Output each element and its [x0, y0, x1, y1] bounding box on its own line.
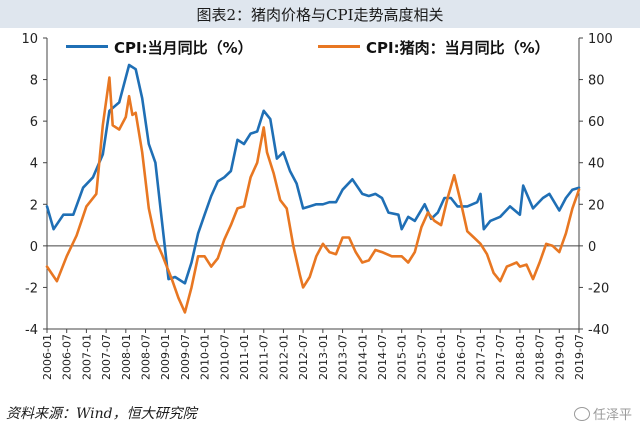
- x-tick-label: 2011-01: [238, 334, 251, 380]
- x-tick-label: 2008-07: [140, 334, 153, 380]
- y-left-tick-label: -4: [25, 323, 38, 338]
- x-tick-label: 2008-01: [120, 334, 133, 380]
- weibo-icon: [573, 407, 590, 421]
- x-tick-label: 2012-07: [297, 334, 310, 380]
- y-left-tick-label: -2: [25, 281, 38, 296]
- x-tick-label: 2018-01: [514, 334, 527, 380]
- x-tick-label: 2009-07: [179, 334, 192, 380]
- x-tick-label: 2012-01: [277, 334, 290, 380]
- x-tick-label: 2010-01: [199, 334, 212, 380]
- legend-label-cpi: CPI:当月同比（%）: [114, 39, 253, 57]
- legend-label-pork: CPI:猪肉：当月同比（%）: [366, 39, 550, 57]
- y-right-tick-label: 0: [588, 240, 596, 255]
- watermark: 任泽平: [573, 404, 632, 423]
- x-tick-label: 2014-07: [376, 334, 389, 380]
- x-tick-label: 2006-01: [41, 334, 54, 380]
- y-left-tick-label: 0: [30, 240, 38, 255]
- y-right-tick-label: 60: [588, 115, 605, 130]
- legend-swatch-cpi: [66, 45, 108, 48]
- y-right-tick-label: 80: [588, 74, 605, 89]
- y-right-tick-label: -40: [588, 323, 609, 338]
- y-right-tick-label: 40: [588, 157, 605, 172]
- y-right-tick-label: -20: [588, 281, 609, 296]
- x-tick-label: 2007-07: [100, 334, 113, 380]
- series-line-pork-cpi: [45, 76, 581, 314]
- x-tick-label: 2006-07: [61, 334, 74, 380]
- x-tick-label: 2017-07: [494, 334, 507, 380]
- legend-item-cpi: CPI:当月同比（%）: [66, 37, 253, 58]
- x-tick-label: 2015-07: [415, 334, 428, 380]
- x-tick-label: 2018-07: [534, 334, 547, 380]
- x-tick-label: 2014-01: [356, 334, 369, 380]
- x-tick-label: 2019-07: [573, 334, 586, 380]
- title-band: [0, 0, 640, 28]
- y-right-tick-label: 100: [588, 32, 613, 47]
- x-tick-label: 2013-07: [337, 334, 350, 380]
- x-tick-label: 2016-07: [455, 334, 468, 380]
- y-left-tick-label: 2: [30, 198, 38, 213]
- legend-swatch-pork: [318, 45, 360, 48]
- legend-item-pork: CPI:猪肉：当月同比（%）: [318, 37, 550, 58]
- x-tick-label: 2010-07: [218, 334, 231, 380]
- x-tick-label: 2011-07: [258, 334, 271, 380]
- x-tick-label: 2019-01: [553, 334, 566, 380]
- y-right-tick-label: 20: [588, 198, 605, 213]
- watermark-text: 任泽平: [592, 408, 632, 423]
- x-tick-label: 2015-01: [396, 334, 409, 380]
- x-tick-label: 2009-01: [159, 334, 172, 380]
- series-line-cpi: [45, 63, 581, 285]
- y-left-tick-label: 4: [30, 157, 38, 172]
- chart-title: 图表2：猪肉价格与CPI走势高度相关: [196, 6, 444, 24]
- x-tick-label: 2016-01: [435, 334, 448, 380]
- x-tick-label: 2013-01: [317, 334, 330, 380]
- y-left-tick-label: 8: [30, 74, 38, 89]
- x-tick-label: 2007-01: [80, 334, 93, 380]
- y-left-tick-label: 6: [30, 115, 38, 130]
- source-note: 资料来源：Wind，恒大研究院: [6, 406, 197, 422]
- x-tick-label: 2017-01: [474, 334, 487, 380]
- y-left-tick-label: 10: [21, 32, 38, 47]
